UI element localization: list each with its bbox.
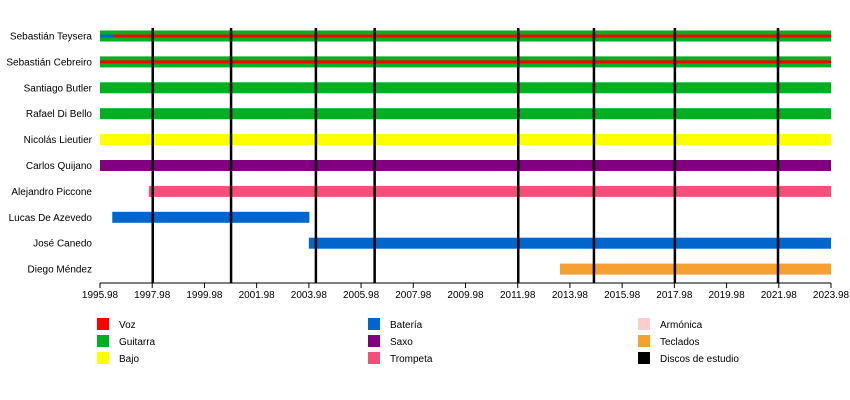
member-name-label: Nicolás Lieutier (24, 135, 93, 146)
member-bar (100, 160, 831, 171)
x-tick-label: 2015.98 (604, 290, 641, 301)
legend-swatch (368, 318, 380, 330)
member-bar (100, 82, 831, 94)
member-name-label: Lucas De Azevedo (9, 213, 93, 224)
legend: Voz Guitarra Bajo Batería Saxo Trompeta Armóni… (97, 318, 739, 365)
x-tick-label: 2005.98 (343, 290, 380, 301)
legend-label: Armónica (660, 320, 703, 331)
x-tick-label: 2013.98 (552, 290, 589, 301)
x-tick-label: 1997.98 (134, 290, 171, 301)
legend-label: Saxo (390, 337, 413, 348)
member-bars-layer (100, 30, 831, 275)
legend-swatch (368, 335, 380, 347)
member-role-stripe (100, 34, 114, 38)
x-tick-label: 2023.98 (813, 290, 850, 301)
legend-swatch (97, 318, 109, 330)
member-name-label: Diego Méndez (28, 265, 92, 276)
legend-swatch (638, 318, 650, 330)
x-tick-label: 2001.98 (239, 290, 276, 301)
member-name-label: Alejandro Piccone (11, 187, 92, 198)
x-tick-label: 2007.98 (395, 290, 432, 301)
x-tick-label: 2017.98 (656, 290, 693, 301)
member-bar (308, 237, 831, 249)
member-role-stripe (100, 60, 831, 64)
legend-swatch (97, 352, 109, 364)
x-tick-label: 2003.98 (291, 290, 328, 301)
legend-label: Discos de estudio (660, 354, 739, 365)
x-tick-label: 2019.98 (708, 290, 745, 301)
member-bar (148, 185, 831, 197)
legend-label: Trompeta (390, 354, 433, 365)
legend-label: Batería (390, 320, 423, 331)
member-bar (560, 263, 831, 275)
member-name-label: José Canedo (33, 239, 92, 250)
legend-swatch (638, 352, 650, 364)
member-role-stripe (100, 34, 831, 38)
member-name-label: Sebastián Teysera (10, 32, 93, 43)
x-axis: 1995.98 1997.98 1999.98 2001.98 2003.98 2005.… (82, 282, 850, 301)
member-name-label: Carlos Quijano (26, 161, 93, 172)
legend-swatch (97, 335, 109, 347)
legend-label: Voz (119, 320, 136, 331)
member-bar (100, 134, 831, 146)
x-tick-label: 1999.98 (186, 290, 223, 301)
studio-album-lines-layer (151, 28, 780, 283)
member-name-label: Rafael Di Bello (26, 109, 93, 120)
x-tick-label: 2011.98 (500, 290, 536, 301)
legend-swatch (368, 352, 380, 364)
legend-swatch (638, 335, 650, 347)
member-names-layer: Sebastián Teysera Sebastián Cebreiro Santi… (6, 32, 92, 276)
x-tick-label: 2009.98 (447, 290, 484, 301)
x-tick-label: 1995.98 (82, 290, 119, 301)
member-name-label: Sebastián Cebreiro (6, 57, 92, 68)
legend-label: Guitarra (119, 337, 156, 348)
member-bar (100, 108, 831, 120)
member-name-label: Santiago Butler (24, 83, 93, 94)
legend-label: Bajo (119, 354, 139, 365)
member-bar (112, 211, 310, 223)
legend-label: Teclados (660, 337, 699, 348)
x-tick-label: 2021.98 (761, 290, 798, 301)
